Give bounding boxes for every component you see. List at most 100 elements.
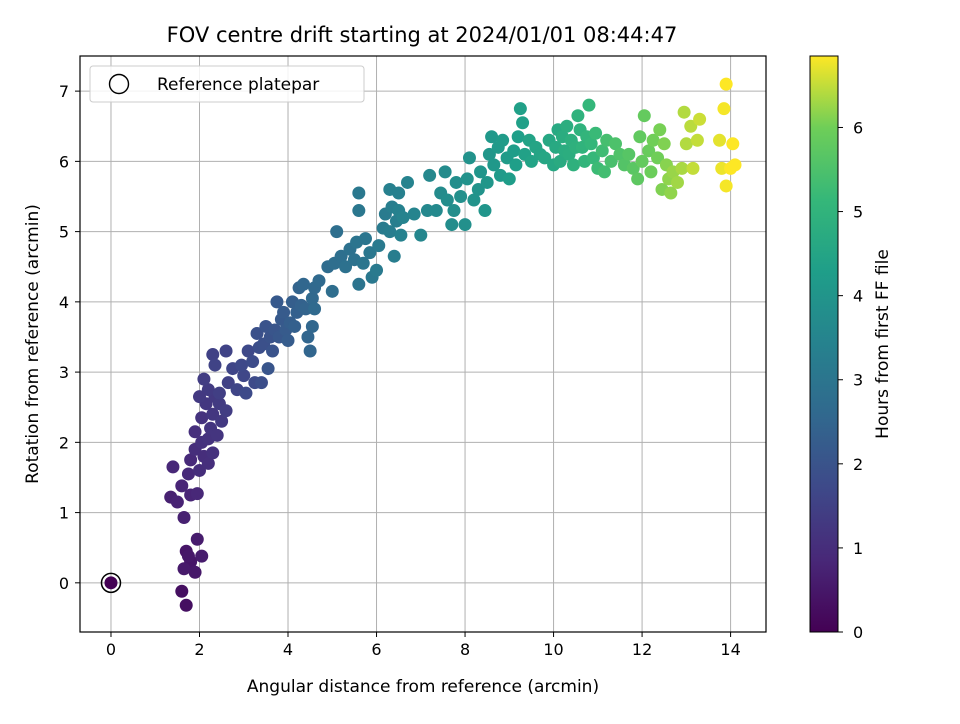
- y-tick-label: 7: [59, 82, 69, 101]
- scatter-point: [686, 161, 700, 175]
- scatter-point: [246, 355, 260, 369]
- scatter-point: [447, 204, 461, 218]
- scatter-point: [684, 119, 698, 133]
- scatter-point: [719, 179, 733, 193]
- scatter-point: [370, 263, 384, 277]
- scatter-point: [175, 479, 189, 493]
- scatter-point: [423, 168, 437, 182]
- colorbar: 0 1 2 3 4 5 6 Hours from first FF file: [809, 55, 893, 642]
- y-tick-label: 0: [59, 574, 69, 593]
- scatter-point: [644, 165, 658, 179]
- scatter-point: [184, 453, 198, 467]
- scatter-point: [460, 172, 474, 186]
- scatter-point: [462, 151, 476, 165]
- x-tick-label: 0: [106, 640, 116, 659]
- scatter-point: [513, 102, 527, 116]
- scatter-point: [266, 344, 280, 358]
- scatter-point: [192, 390, 206, 404]
- scatter-point: [690, 133, 704, 147]
- scatter-point: [277, 305, 291, 319]
- scatter-point: [179, 598, 193, 612]
- scatter-point: [429, 204, 443, 218]
- reference-marker: [100, 572, 122, 594]
- scatter-point: [281, 333, 295, 347]
- scatter-point: [440, 193, 454, 207]
- colorbar-tick-label: 3: [853, 371, 863, 390]
- scatter-point: [383, 225, 397, 239]
- scatter-point: [626, 161, 640, 175]
- scatter-point: [177, 511, 191, 525]
- scatter-point: [670, 175, 684, 189]
- scatter-point: [538, 151, 552, 165]
- scatter-point: [208, 358, 222, 372]
- scatter-point: [507, 144, 521, 158]
- scatter-point: [195, 411, 209, 425]
- scatter-point: [372, 239, 386, 253]
- scatter-point: [221, 376, 235, 390]
- x-tick-label: 4: [283, 640, 293, 659]
- colorbar-tick-label: 6: [853, 118, 863, 137]
- scatter-point: [478, 204, 492, 218]
- scatter-point: [212, 386, 226, 400]
- scatter-point: [250, 326, 264, 340]
- scatter-point: [487, 158, 501, 172]
- scatter-point: [586, 151, 600, 165]
- colorbar-tick-label: 4: [853, 287, 863, 306]
- scatter-point: [414, 228, 428, 242]
- scatter-point: [352, 186, 366, 200]
- plot-frame: [79, 55, 767, 633]
- scatter-point: [467, 193, 481, 207]
- scatter-point: [595, 144, 609, 158]
- scatter-point: [728, 158, 742, 172]
- scatter-point: [358, 232, 372, 246]
- colorbar-label: Hours from first FF file: [873, 249, 893, 439]
- scatter-point: [288, 319, 302, 333]
- scatter-point: [597, 165, 611, 179]
- colorbar-tick-label: 5: [853, 203, 863, 222]
- scatter-point: [261, 362, 275, 376]
- scatter-point: [511, 130, 525, 144]
- scatter-point: [363, 246, 377, 260]
- scatter-point: [270, 295, 284, 309]
- scatter-point: [206, 407, 220, 421]
- scatter-point: [330, 225, 344, 239]
- scatter-point: [219, 404, 233, 418]
- y-tick-label: 3: [59, 363, 69, 382]
- scatter-point: [334, 249, 348, 263]
- scatter-point: [394, 228, 408, 242]
- scatter-point: [609, 137, 623, 151]
- data-points: [100, 77, 742, 612]
- scatter-point: [210, 428, 224, 442]
- scatter-point: [458, 218, 472, 232]
- colorbar-tick-label: 1: [853, 539, 863, 558]
- scatter-point: [175, 584, 189, 598]
- scatter-point: [471, 182, 485, 196]
- scatter-point: [635, 154, 649, 168]
- scatter-point: [312, 274, 326, 288]
- scatter-point: [560, 119, 574, 133]
- scatter-point: [104, 576, 118, 590]
- scatter-point: [197, 372, 211, 386]
- scatter-point: [239, 386, 253, 400]
- scatter-point: [646, 133, 660, 147]
- scatter-point: [352, 204, 366, 218]
- scatter-point: [480, 175, 494, 189]
- scatter-point: [502, 172, 516, 186]
- y-tick-label: 6: [59, 152, 69, 171]
- scatter-point: [485, 130, 499, 144]
- scatter-point: [301, 330, 315, 344]
- scatter-point: [653, 123, 667, 137]
- y-tick-label: 5: [59, 223, 69, 242]
- scatter-point: [235, 358, 249, 372]
- scatter-point: [657, 137, 671, 151]
- scatter-point: [396, 211, 410, 225]
- legend-marker: [108, 73, 130, 95]
- scatter-point: [482, 147, 496, 161]
- x-axis-label: Angular distance from reference (arcmin): [247, 677, 599, 697]
- y-axis-label: Rotation from reference (arcmin): [23, 204, 43, 484]
- scatter-point: [677, 105, 691, 119]
- scatter-point: [308, 302, 322, 316]
- scatter-point: [195, 549, 209, 563]
